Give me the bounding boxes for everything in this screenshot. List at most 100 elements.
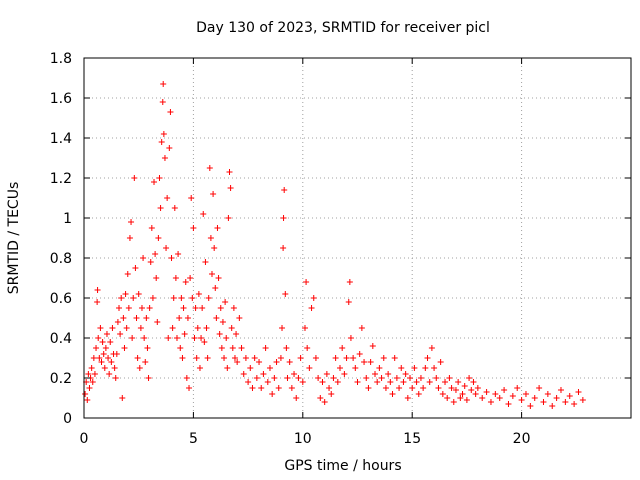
data-point <box>168 255 175 261</box>
y-axis-label: SRMTID / TECUs <box>6 182 22 295</box>
data-point <box>312 355 319 361</box>
data-point <box>415 391 422 397</box>
data-point <box>117 331 124 337</box>
data-point <box>310 295 317 301</box>
data-point <box>198 335 205 341</box>
data-point <box>358 325 365 331</box>
data-point <box>411 365 418 371</box>
data-points <box>82 81 586 409</box>
data-point <box>109 325 116 331</box>
data-point <box>132 265 139 271</box>
data-point <box>199 305 206 311</box>
data-point <box>120 315 127 321</box>
data-point <box>166 145 173 151</box>
data-point <box>201 339 208 345</box>
data-point <box>304 345 311 351</box>
data-point <box>505 401 512 407</box>
data-point <box>128 219 135 225</box>
data-point <box>223 335 230 341</box>
data-point <box>487 399 494 405</box>
data-point <box>191 335 198 341</box>
data-point <box>216 331 223 337</box>
data-point <box>116 305 123 311</box>
data-point <box>156 175 163 181</box>
data-point <box>527 403 534 409</box>
y-tick-label: 0.6 <box>50 291 72 307</box>
data-point <box>339 345 346 351</box>
data-point <box>124 271 131 277</box>
data-point <box>108 359 115 365</box>
y-tick-label: 1.6 <box>50 91 72 107</box>
x-tick-label: 10 <box>294 431 312 447</box>
data-point <box>146 305 153 311</box>
data-point <box>385 371 392 377</box>
data-point <box>142 359 149 365</box>
data-point <box>301 325 308 331</box>
data-point <box>96 355 103 361</box>
data-point <box>323 371 330 377</box>
data-point <box>222 299 229 305</box>
data-point <box>84 397 91 403</box>
data-point <box>346 279 353 285</box>
data-point <box>153 275 160 281</box>
data-point <box>291 371 298 377</box>
data-point <box>179 355 186 361</box>
data-point <box>264 379 271 385</box>
data-point <box>468 387 475 393</box>
chart-title: Day 130 of 2023, SRMTID for receiver pic… <box>196 20 490 36</box>
data-point <box>374 379 381 385</box>
data-point <box>479 395 486 401</box>
data-point <box>400 379 407 385</box>
data-point <box>450 399 457 405</box>
data-point <box>286 359 293 365</box>
data-point <box>461 383 468 389</box>
data-point <box>227 185 234 191</box>
data-point <box>231 355 238 361</box>
data-point <box>135 291 142 297</box>
data-point <box>88 365 95 371</box>
data-point <box>571 401 578 407</box>
data-point <box>321 399 328 405</box>
data-point <box>288 385 295 391</box>
data-point <box>172 275 179 281</box>
data-point <box>437 359 444 365</box>
data-point <box>457 395 464 401</box>
data-point <box>160 131 167 137</box>
data-point <box>94 299 101 305</box>
data-point <box>121 345 128 351</box>
data-point <box>540 399 547 405</box>
data-point <box>159 99 166 105</box>
data-point <box>245 379 252 385</box>
data-point <box>422 365 429 371</box>
data-point <box>256 359 263 365</box>
data-point <box>258 385 265 391</box>
data-point <box>271 375 278 381</box>
data-point <box>183 375 190 381</box>
data-point <box>203 325 210 331</box>
data-point <box>131 175 138 181</box>
data-point <box>102 345 109 351</box>
data-point <box>118 295 125 301</box>
data-point <box>303 279 310 285</box>
plot-frame <box>83 57 632 419</box>
data-point <box>413 379 420 385</box>
data-point <box>283 345 290 351</box>
data-point <box>123 325 130 331</box>
data-point <box>492 391 499 397</box>
data-point <box>514 385 521 391</box>
data-point <box>236 315 243 321</box>
data-point <box>352 365 359 371</box>
data-point <box>426 379 433 385</box>
data-point <box>193 355 200 361</box>
y-tick-label: 1.4 <box>50 131 72 147</box>
data-point <box>85 371 92 377</box>
data-point <box>446 375 453 381</box>
data-point <box>218 345 225 351</box>
data-point <box>93 345 100 351</box>
data-point <box>452 387 459 393</box>
data-point <box>345 299 352 305</box>
data-point <box>100 351 107 357</box>
data-point <box>293 395 300 401</box>
data-point <box>295 375 302 381</box>
